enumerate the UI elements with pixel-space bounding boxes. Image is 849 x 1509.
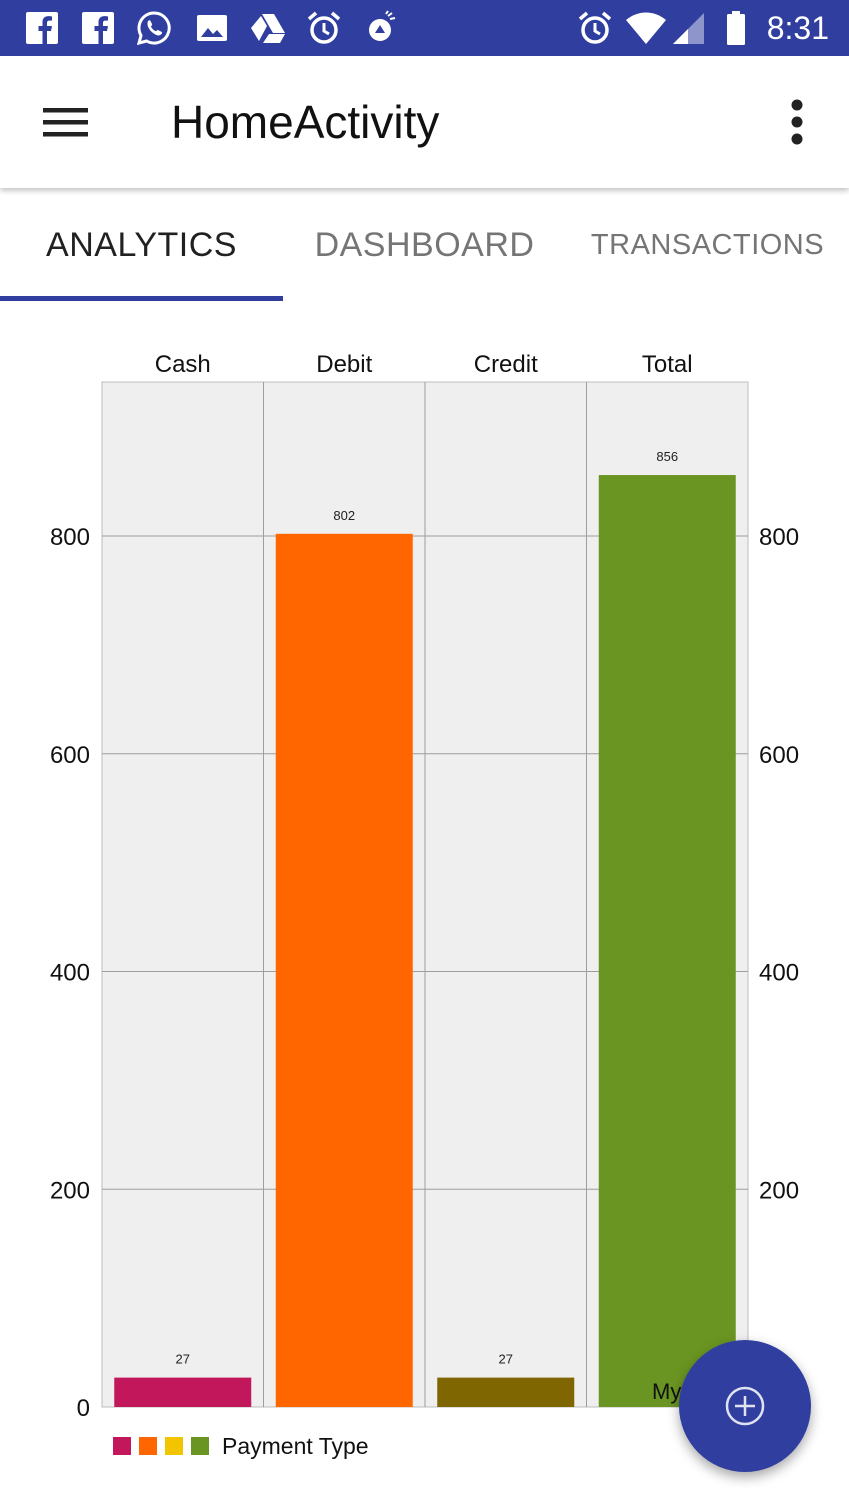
y-tick-label-right: 600 [759, 742, 799, 769]
y-tick-label-right: 400 [759, 960, 799, 987]
y-tick-label-left: 200 [50, 1177, 90, 1204]
wifi-icon [626, 12, 666, 44]
bar-credit [437, 1377, 575, 1407]
app-title: HomeActivity [171, 96, 440, 148]
tab-bar: ANALYTICS DASHBOARD TRANSACTIONS [0, 188, 849, 302]
facebook-icon [26, 12, 58, 44]
tab-dashboard[interactable]: DASHBOARD [314, 225, 535, 264]
tab-analytics[interactable]: ANALYTICS [46, 225, 237, 264]
category-label-cash: Cash [155, 351, 211, 378]
image-icon [197, 15, 227, 41]
category-label-total: Total [642, 351, 693, 378]
battery-icon [727, 11, 745, 45]
signal-icon [673, 13, 704, 44]
category-label-debit: Debit [316, 351, 372, 378]
data-label-credit: 27 [499, 1352, 513, 1367]
add-circle-icon [725, 1386, 765, 1426]
data-label-total: 856 [656, 449, 678, 464]
y-tick-label-left: 400 [50, 960, 90, 987]
alarm-icon [307, 11, 341, 44]
data-label-debit: 802 [333, 508, 355, 523]
whatsapp-icon [136, 11, 171, 46]
data-label-cash: 27 [176, 1352, 190, 1367]
hamburger-menu-icon[interactable] [28, 90, 92, 154]
legend-swatch [113, 1437, 131, 1455]
legend-swatch [165, 1437, 183, 1455]
facebook-icon [82, 12, 114, 44]
alarm-icon [578, 11, 612, 44]
legend-swatch [191, 1437, 209, 1455]
y-tick-label-right: 800 [759, 524, 799, 551]
category-label-credit: Credit [474, 351, 538, 378]
y-tick-label-left: 600 [50, 742, 90, 769]
y-tick-label-left: 800 [50, 524, 90, 551]
payment-type-bar-chart: 27 Cash 802 Debit 27 Credit 856 Total 0 200 400 600… [50, 351, 799, 1459]
app-bar: HomeActivity [0, 56, 849, 188]
tab-transactions[interactable]: TRANSACTIONS [590, 228, 825, 261]
tab-indicator [0, 296, 283, 301]
add-transaction-fab[interactable] [679, 1340, 811, 1472]
bar-debit [275, 533, 413, 1407]
overlay-text: My [652, 1379, 681, 1404]
status-bar: 8:31 [0, 0, 849, 56]
app-notification-icon [369, 10, 396, 41]
y-tick-label-right: 200 [759, 1177, 799, 1204]
legend-label: Payment Type [222, 1433, 369, 1459]
drive-icon [251, 14, 285, 43]
status-time: 8:31 [766, 10, 829, 46]
legend-swatch [139, 1437, 157, 1455]
bar-cash [114, 1377, 252, 1407]
more-vert-icon[interactable] [772, 90, 822, 154]
bar-total [598, 475, 736, 1407]
y-tick-label-left: 0 [77, 1395, 90, 1422]
